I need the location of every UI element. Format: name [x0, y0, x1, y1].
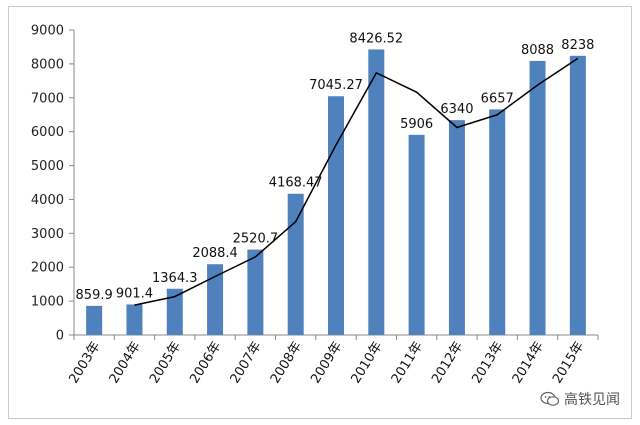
bar — [207, 264, 224, 335]
y-tick-label: 0 — [56, 329, 64, 344]
data-label: 7045.27 — [309, 78, 363, 93]
y-tick-label: 7000 — [31, 91, 64, 106]
data-label: 6657 — [481, 91, 514, 106]
x-tick-label: 2003年 — [66, 339, 103, 386]
bar — [126, 304, 143, 335]
y-tick-label: 4000 — [31, 193, 64, 208]
trend-line — [134, 57, 579, 306]
data-label: 2088.4 — [192, 246, 238, 261]
y-tick-label: 3000 — [31, 227, 64, 242]
chart-frame — [8, 6, 632, 419]
data-label: 8426.52 — [349, 31, 403, 46]
x-tick-label: 2006年 — [187, 339, 224, 386]
wechat-icon — [540, 391, 560, 407]
data-label: 8088 — [521, 43, 554, 58]
bar — [569, 55, 586, 335]
x-tick-label: 2014年 — [510, 339, 547, 386]
bar — [448, 120, 465, 336]
x-tick-label: 2005年 — [147, 339, 184, 386]
x-tick-label: 2009年 — [308, 339, 345, 386]
watermark-text: 高铁见闻 — [564, 392, 620, 408]
bar — [529, 60, 546, 335]
data-label: 2520.7 — [233, 232, 279, 247]
data-label: 5906 — [400, 117, 433, 132]
y-tick-label: 2000 — [31, 261, 64, 276]
x-tick-label: 2010年 — [349, 339, 386, 386]
bar — [368, 49, 385, 335]
bar — [166, 288, 183, 335]
x-tick-label: 2004年 — [107, 339, 144, 386]
y-tick-label: 1000 — [31, 295, 64, 310]
bar — [247, 249, 264, 335]
bar — [489, 109, 506, 335]
data-label: 8238 — [561, 38, 594, 53]
bar — [408, 134, 425, 335]
data-label: 4168.47 — [269, 176, 323, 191]
data-label: 1364.3 — [152, 271, 198, 286]
y-tick-label: 5000 — [31, 159, 64, 174]
data-label: 859.9 — [76, 288, 113, 303]
bar — [287, 193, 304, 335]
data-label: 901.4 — [116, 286, 153, 301]
bar — [328, 96, 344, 336]
data-label: 6340 — [440, 102, 473, 117]
x-tick-label: 2012年 — [429, 339, 466, 386]
watermark: 高铁见闻 — [540, 389, 620, 409]
x-tick-label: 2011年 — [389, 339, 426, 386]
y-tick-label: 6000 — [31, 125, 64, 140]
x-tick-label: 2008年 — [268, 339, 305, 386]
x-tick-label: 2013年 — [469, 339, 506, 386]
y-tick-label: 8000 — [31, 57, 64, 72]
bar — [86, 305, 103, 335]
x-tick-label: 2007年 — [228, 339, 265, 386]
x-tick-label: 2015年 — [550, 339, 587, 386]
y-tick-label: 9000 — [31, 24, 64, 39]
